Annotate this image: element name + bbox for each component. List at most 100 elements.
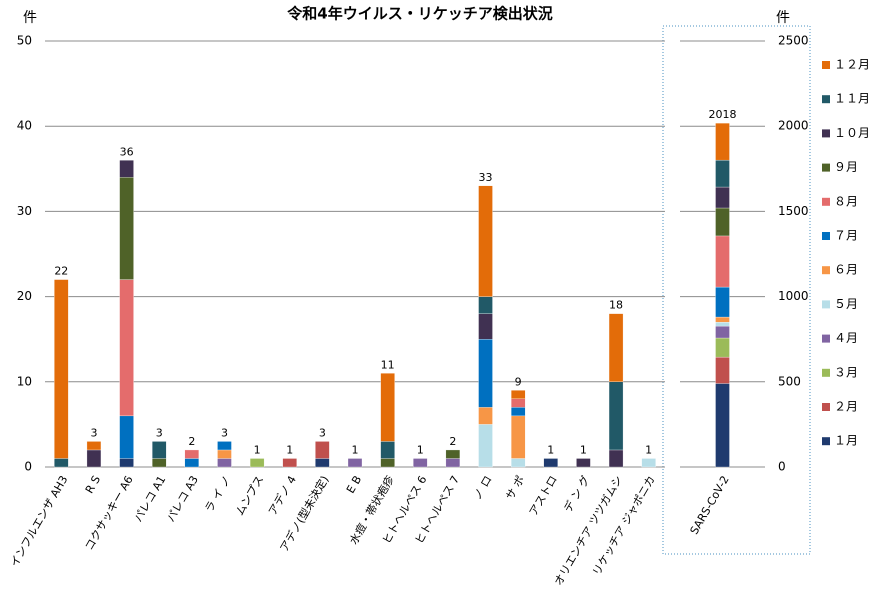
total-label: 1 (580, 443, 587, 456)
x-tick-label: リケッチア ジャポニカ (590, 474, 658, 578)
y-tick-label: 1000 (778, 289, 809, 303)
y-tick-label: 0 (24, 460, 32, 474)
total-label: 1 (645, 443, 652, 456)
bar-segment (478, 424, 493, 468)
total-label: 3 (319, 426, 326, 439)
total-label: 9 (515, 375, 522, 388)
legend-label: ２月 (834, 400, 858, 414)
bar-segment (380, 373, 395, 442)
legend-label: １１月 (834, 92, 870, 106)
x-tick-label: サ ポ (503, 474, 527, 503)
legend-swatch (822, 95, 830, 104)
bar-segment (543, 458, 558, 468)
x-tick-label: パレコ A1 (132, 474, 169, 525)
bar-segment (119, 458, 134, 468)
bar-segment (715, 316, 730, 323)
chart-title: 令和4年ウイルス・リケッチア検出状況 (287, 5, 552, 23)
bar-segment (54, 279, 69, 459)
legend-label: ９月 (834, 160, 858, 174)
bar-segment (511, 390, 526, 399)
x-tick-label: アデノ 4 (265, 473, 299, 518)
bar-segment (119, 160, 134, 178)
bar-segment (54, 458, 69, 468)
bar-segment (511, 458, 526, 468)
bar-segment (715, 235, 730, 288)
y-tick-label: 1500 (778, 204, 809, 218)
legend-label: １０月 (834, 126, 870, 140)
bar-segment (217, 449, 232, 459)
x-tick-label: アストロ (527, 474, 560, 519)
bar-segment (315, 441, 330, 459)
legend-swatch (822, 163, 830, 172)
y-tick-label: 50 (17, 34, 32, 48)
bar-segment (380, 458, 395, 468)
bar-segment (152, 441, 167, 459)
legend-swatch (822, 232, 830, 240)
x-tick-label: パレコ A3 (164, 474, 201, 525)
legend-label: ３月 (834, 365, 858, 379)
bar-segment (478, 407, 493, 425)
legend-swatch (822, 403, 830, 411)
y-tick-label: 40 (17, 119, 32, 133)
y-tick-label: 0 (778, 460, 786, 474)
bar-segment (608, 449, 624, 468)
bar-segment (445, 449, 461, 459)
bar-segment (152, 458, 167, 468)
total-label: 1 (352, 443, 359, 456)
bar-segment (715, 356, 730, 384)
legend-label: ５月 (834, 297, 858, 311)
total-label: 2 (188, 435, 195, 448)
x-tick-label: R S (83, 473, 103, 495)
bar-segment (86, 441, 102, 451)
bar-segment (608, 381, 624, 451)
x-tick-label: ラ イ ノ (202, 474, 233, 515)
y-tick-label: 2000 (778, 119, 809, 133)
total-label: 33 (479, 171, 493, 184)
bar-segment (119, 177, 134, 280)
bar-segment (282, 458, 297, 468)
bar-segment (511, 415, 526, 459)
legend-swatch (822, 368, 830, 377)
bar-segment (217, 441, 232, 451)
legend-label: ７月 (834, 229, 858, 243)
legend-label: ４月 (834, 331, 858, 345)
y-tick-label: 10 (17, 374, 32, 388)
bar-segment (445, 458, 461, 468)
bar-segment (715, 286, 730, 318)
bar-segment (511, 398, 526, 408)
legend-swatch (822, 334, 830, 343)
total-label: 1 (286, 443, 293, 456)
total-label: 36 (120, 145, 134, 158)
bar-segment (380, 441, 395, 459)
bar-segment (347, 458, 363, 468)
bar-segment (184, 449, 199, 459)
bar-segment (217, 458, 232, 468)
bar-segment (478, 339, 493, 408)
y-axis-label: 件 (776, 10, 790, 26)
legend-label: ６月 (834, 263, 858, 277)
total-label: 1 (254, 443, 261, 456)
x-tick-label: デ ン グ (560, 473, 592, 515)
total-label: 11 (381, 358, 395, 371)
bar-segment (119, 279, 134, 417)
bar-segment (249, 458, 265, 468)
total-label: 22 (54, 265, 68, 278)
bar-segment (715, 322, 730, 327)
x-tick-label: SARS-CoV-2 (688, 474, 732, 537)
bar-segment (715, 122, 730, 161)
bar-segment (715, 159, 730, 188)
bar-segment (576, 458, 591, 468)
bar-segment (715, 337, 730, 358)
total-label: 1 (547, 443, 554, 456)
total-label: 2018 (709, 108, 737, 121)
x-tick-label: ノ ロ (471, 474, 495, 503)
bar-segment (184, 458, 199, 468)
bar-segment (608, 313, 624, 382)
bar-segment (478, 185, 493, 297)
total-label: 3 (90, 426, 97, 439)
legend-swatch (822, 129, 830, 138)
total-label: 1 (417, 443, 424, 456)
bar-segment (715, 325, 730, 339)
total-label: 3 (156, 426, 163, 439)
